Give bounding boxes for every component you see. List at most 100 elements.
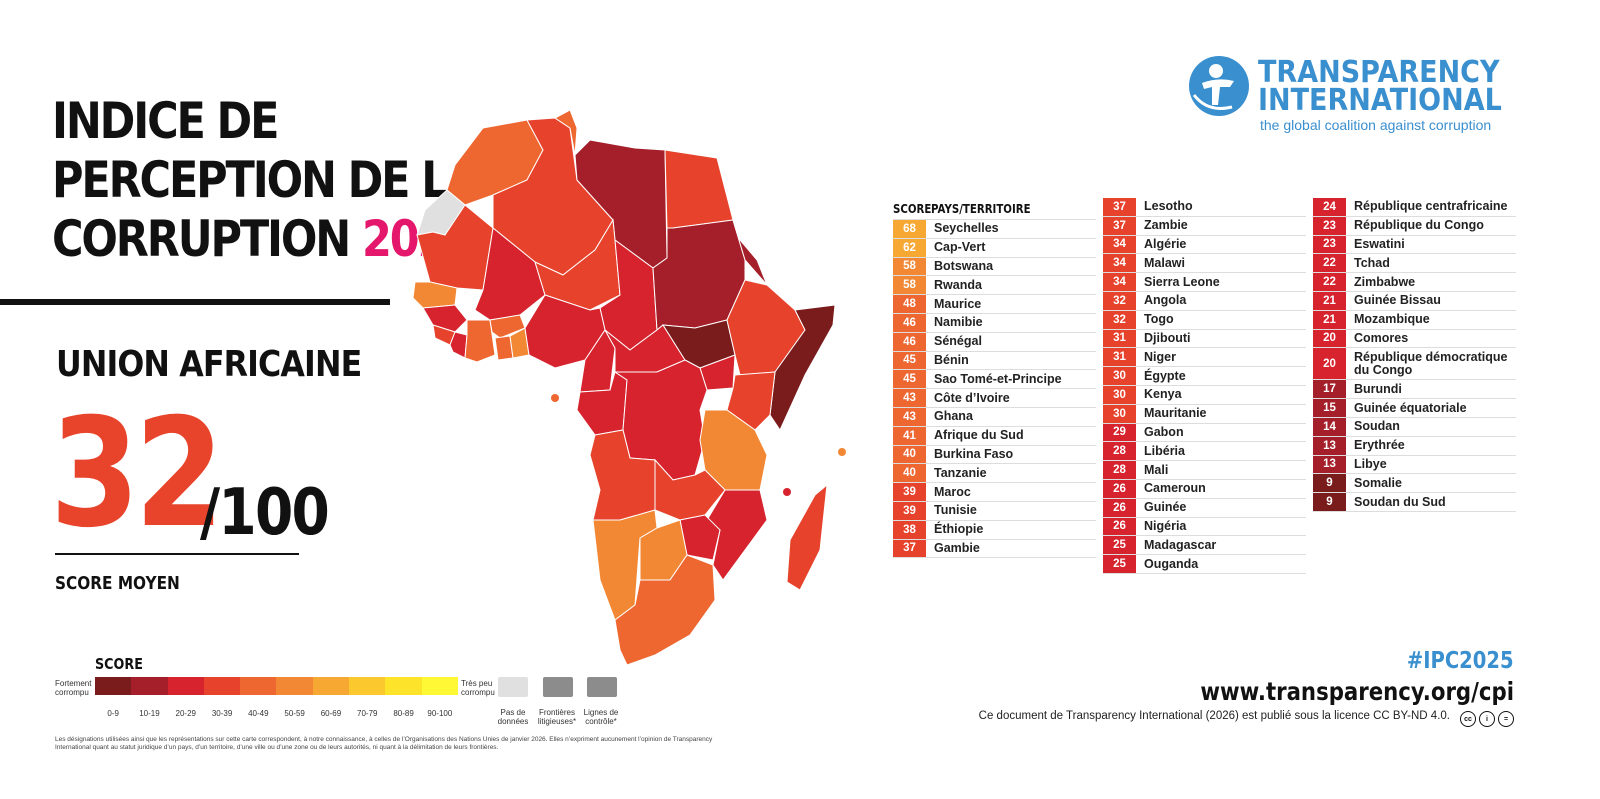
logo-text-line-2: INTERNATIONAL — [1258, 83, 1502, 118]
table-row: 37 Zambie — [1103, 216, 1306, 236]
row-country: Madagascar — [1144, 537, 1217, 552]
table-row: 22 Tchad — [1313, 254, 1516, 274]
map-region-madagascar — [786, 483, 828, 591]
logo-tagline: the global coalition against corruption — [1260, 117, 1492, 133]
row-score: 37 — [1103, 216, 1136, 235]
legend-tick-label: 50-59 — [284, 709, 305, 718]
average-score-max: /100 — [200, 476, 330, 550]
table-row: 39 Tunisie — [893, 501, 1096, 521]
row-country: Cameroun — [1144, 481, 1206, 496]
row-country: République du Congo — [1354, 218, 1484, 233]
table-row: 13 Erythrée — [1313, 436, 1516, 456]
row-country: Gambie — [934, 540, 980, 555]
table-row: 45 Sao Tomé-et-Principe — [893, 370, 1096, 390]
table-row: 14 Soudan — [1313, 417, 1516, 437]
legend-no-data-label: Pas de données — [497, 708, 529, 726]
table-row: 34 Malawi — [1103, 254, 1306, 274]
row-score: 43 — [893, 407, 926, 426]
row-score: 48 — [893, 295, 926, 313]
row-score: 38 — [893, 520, 926, 539]
row-score: 22 — [1313, 254, 1346, 273]
row-country: Rwanda — [934, 277, 982, 292]
row-country: Libéria — [1144, 443, 1185, 458]
row-score: 26 — [1103, 479, 1136, 498]
table-row: 21 Mozambique — [1313, 310, 1516, 330]
table-row: 25 Ouganda — [1103, 555, 1306, 574]
title-line-3: CORRUPTION 2025 — [52, 210, 475, 269]
cc-icon: cc — [1460, 711, 1476, 727]
row-country: Comores — [1354, 330, 1409, 345]
map-region-egypt — [664, 149, 734, 229]
table-row: 26 Cameroun — [1103, 479, 1306, 499]
legend-tick-label: 0-9 — [107, 709, 119, 718]
row-score: 13 — [1313, 455, 1346, 474]
legend-tick-label: 10-19 — [139, 709, 160, 718]
table-row: 39 Maroc — [893, 483, 1096, 502]
row-country: Sénégal — [934, 334, 982, 349]
legend-no-data-swatch — [498, 677, 528, 697]
row-country: Libye — [1354, 456, 1387, 471]
row-country: Afrique du Sud — [934, 428, 1024, 443]
row-score: 62 — [893, 238, 926, 257]
map-region-somalia — [769, 304, 836, 432]
row-country: Tchad — [1354, 255, 1390, 270]
table-row: 46 Namibie — [893, 313, 1096, 333]
table-row: 38 Éthiopie — [893, 520, 1096, 540]
table-rows: 24 République centrafricaine 23 République … — [1313, 198, 1516, 512]
table-row: 41 Afrique du Sud — [893, 426, 1096, 446]
legend-control-swatch — [587, 677, 617, 697]
row-score: 45 — [893, 370, 926, 389]
transparency-logo-icon — [1189, 56, 1249, 116]
table-row: 31 Djibouti — [1103, 329, 1306, 349]
row-score: 41 — [893, 426, 926, 445]
map-region-guinea — [422, 304, 468, 333]
row-score: 46 — [893, 313, 926, 332]
row-country: Burundi — [1354, 381, 1402, 396]
hashtag[interactable]: #IPC2025 — [1407, 648, 1514, 674]
row-country: Soudan — [1354, 419, 1400, 434]
table-row: 30 Mauritanie — [1103, 404, 1306, 424]
row-country: Togo — [1144, 312, 1174, 327]
row-country: Nigéria — [1144, 518, 1187, 533]
row-score: 25 — [1103, 536, 1136, 555]
table-header-score: SCORE — [893, 202, 932, 216]
table-row: 9 Somalie — [1313, 474, 1516, 494]
legend-swatch — [312, 677, 350, 695]
table-row: 34 Sierra Leone — [1103, 273, 1306, 292]
row-score: 43 — [893, 389, 926, 407]
table-row: 43 Ghana — [893, 407, 1096, 427]
score-table-column-1: SCORE PAYS/TERRITOIRE 68 Seychelles 62 Cap-… — [893, 198, 1096, 559]
website-link[interactable]: www.transparency.org/cpi — [1200, 677, 1514, 706]
table-row: 20 République démocratique du Congo — [1313, 348, 1516, 381]
table-row: 28 Mali — [1103, 461, 1306, 480]
legend-tick-label: 20-29 — [175, 709, 196, 718]
row-score: 40 — [893, 445, 926, 464]
legend-disputed-swatch — [543, 677, 573, 697]
row-country: Niger — [1144, 349, 1176, 364]
table-row: 43 Côte d’Ivoire — [893, 389, 1096, 408]
row-score: 30 — [1103, 404, 1136, 423]
row-country: Côte d’Ivoire — [934, 390, 1010, 405]
map-region-comoros — [783, 488, 791, 496]
row-score: 22 — [1313, 273, 1346, 291]
row-score: 15 — [1313, 399, 1346, 417]
table-row: 17 Burundi — [1313, 380, 1516, 400]
table-row: 26 Guinée — [1103, 498, 1306, 518]
legend-tick-label: 30-39 — [211, 709, 233, 718]
row-country: Soudan du Sud — [1354, 494, 1446, 509]
table-row: 37 Gambie — [893, 539, 1096, 559]
table-row: 30 Kenya — [1103, 385, 1306, 405]
row-country: Djibouti — [1144, 330, 1191, 345]
row-score: 34 — [1103, 235, 1136, 254]
row-score: 58 — [893, 257, 926, 276]
table-row: 22 Zimbabwe — [1313, 273, 1516, 292]
row-country: Mozambique — [1354, 312, 1430, 327]
map-disclaimer: Les désignations utilisées ainsi que les… — [55, 736, 713, 751]
row-score: 37 — [1103, 198, 1136, 216]
row-country: Malawi — [1144, 255, 1185, 270]
row-score: 37 — [893, 539, 926, 558]
table-row: 30 Égypte — [1103, 367, 1306, 386]
row-score: 34 — [1103, 254, 1136, 273]
row-country: Éthiopie — [934, 522, 984, 537]
table-row: 58 Botswana — [893, 257, 1096, 277]
